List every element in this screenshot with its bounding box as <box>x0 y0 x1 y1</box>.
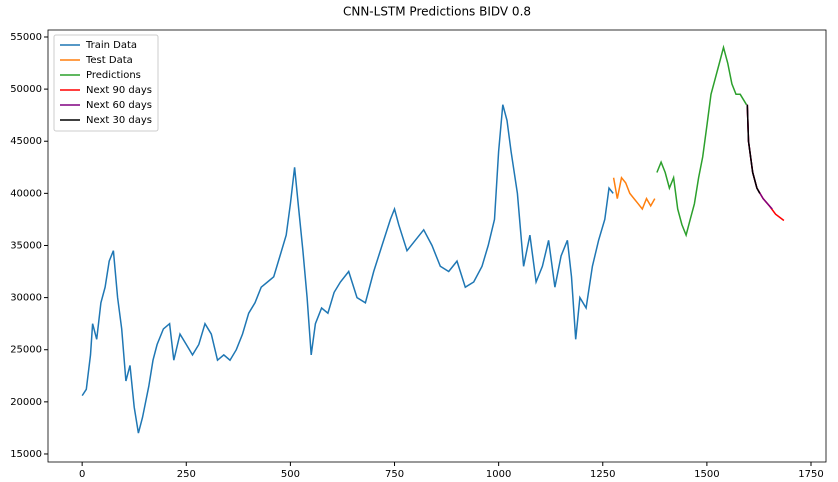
legend-label: Next 60 days <box>86 100 152 111</box>
series-line <box>81 104 614 434</box>
y-tick-label: 20000 <box>10 397 42 408</box>
x-tick-label: 1000 <box>486 469 511 480</box>
y-tick-label: 45000 <box>10 136 42 147</box>
y-tick-label: 30000 <box>10 293 42 304</box>
y-tick-label: 25000 <box>10 345 42 356</box>
x-tick-label: 1750 <box>798 469 823 480</box>
x-tick-label: 250 <box>177 469 196 480</box>
y-tick-label: 50000 <box>10 84 42 95</box>
legend-label: Next 90 days <box>86 85 152 96</box>
x-tick-label: 750 <box>385 469 404 480</box>
y-tick-label: 15000 <box>10 449 42 460</box>
chart-title: CNN-LSTM Predictions BIDV 0.8 <box>343 5 531 19</box>
x-tick-label: 0 <box>79 469 85 480</box>
legend-label: Test Data <box>85 55 133 66</box>
series-line <box>746 104 785 222</box>
y-tick-label: 55000 <box>10 32 42 43</box>
series-line <box>612 175 656 211</box>
y-tick-label: 35000 <box>10 240 42 251</box>
series-line <box>746 104 761 194</box>
series-line <box>656 44 748 238</box>
legend-box <box>53 34 159 132</box>
y-tick-label: 40000 <box>10 188 42 199</box>
plot-area <box>47 29 827 463</box>
x-tick-label: 1500 <box>694 469 719 480</box>
x-tick-label: 500 <box>281 469 300 480</box>
legend-label: Train Data <box>85 40 137 51</box>
x-tick-label: 1250 <box>590 469 615 480</box>
legend-label: Next 30 days <box>86 115 152 126</box>
legend-label: Predictions <box>86 70 141 81</box>
